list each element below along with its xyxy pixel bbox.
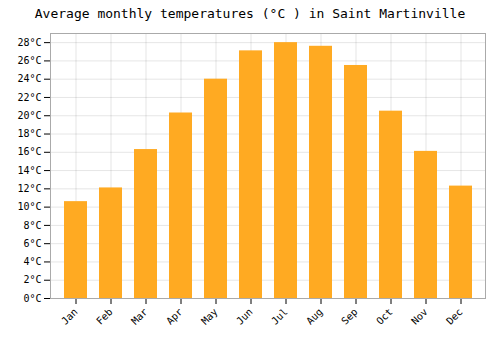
svg-text:8°C: 8°C bbox=[23, 220, 41, 231]
svg-text:May: May bbox=[199, 306, 220, 327]
svg-text:12°C: 12°C bbox=[17, 183, 41, 194]
svg-text:Dec: Dec bbox=[444, 306, 465, 327]
svg-text:2°C: 2°C bbox=[23, 274, 41, 285]
svg-text:18°C: 18°C bbox=[17, 128, 41, 139]
svg-text:Sep: Sep bbox=[339, 306, 360, 327]
svg-text:Aug: Aug bbox=[304, 306, 325, 327]
svg-text:Jan: Jan bbox=[59, 306, 80, 327]
svg-text:Mar: Mar bbox=[129, 306, 150, 327]
svg-text:4°C: 4°C bbox=[23, 256, 41, 267]
svg-text:24°C: 24°C bbox=[17, 73, 41, 84]
svg-text:Apr: Apr bbox=[164, 306, 185, 327]
svg-text:16°C: 16°C bbox=[17, 146, 41, 157]
svg-text:10°C: 10°C bbox=[17, 201, 41, 212]
svg-text:Feb: Feb bbox=[94, 306, 115, 327]
html-text:Average monthly temperatures (: Average monthly temperatures (°C ) in Sa… bbox=[34, 6, 466, 21]
svg-text:Jun: Jun bbox=[234, 306, 255, 327]
svg-text:Nov: Nov bbox=[409, 306, 430, 327]
svg-text:22°C: 22°C bbox=[17, 92, 41, 103]
svg-text:Oct: Oct bbox=[374, 306, 395, 327]
svg-text:26°C: 26°C bbox=[17, 55, 41, 66]
svg-text:6°C: 6°C bbox=[23, 238, 41, 249]
svg-text:Jul: Jul bbox=[269, 306, 290, 327]
svg-text:20°C: 20°C bbox=[17, 110, 41, 121]
svg-text:28°C: 28°C bbox=[17, 37, 41, 48]
svg-text:0°C: 0°C bbox=[23, 293, 41, 304]
svg-text:14°C: 14°C bbox=[17, 165, 41, 176]
